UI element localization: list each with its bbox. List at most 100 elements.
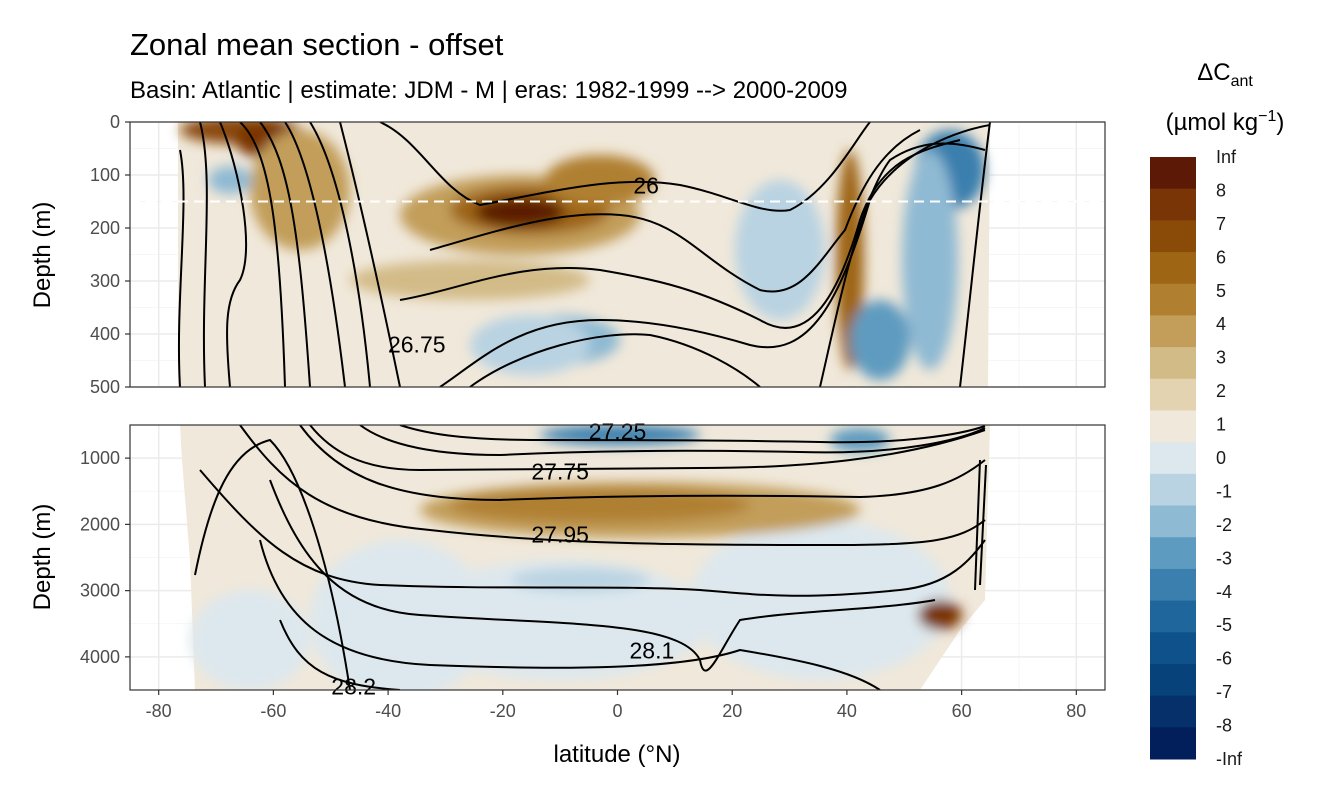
contour-line bbox=[974, 459, 981, 591]
contour-line bbox=[399, 425, 986, 444]
legend-label: -Inf bbox=[1216, 749, 1243, 769]
field-upper-blob bbox=[735, 180, 825, 320]
legend-label: 6 bbox=[1216, 247, 1226, 267]
legend-swatch bbox=[1150, 157, 1196, 190]
legend-swatch bbox=[1150, 410, 1196, 443]
field-lower bbox=[180, 425, 990, 690]
contour-line bbox=[269, 479, 936, 672]
y-tick-label: 500 bbox=[90, 377, 120, 397]
legend: ΔCant (µmol kg−1) Inf 8 7 6 5 4 3 2 1 0 -1 -2 -3 -4 -5… bbox=[1150, 59, 1284, 769]
legend-label: 7 bbox=[1216, 214, 1226, 234]
legend-labels: Inf 8 7 6 5 4 3 2 1 0 -1 -2 -3 -4 -5 -6 -7 -8 -Inf bbox=[1216, 147, 1243, 769]
contour-line bbox=[339, 122, 401, 387]
legend-label: -5 bbox=[1216, 615, 1232, 635]
contour-line bbox=[309, 122, 371, 387]
legend-swatch bbox=[1150, 347, 1196, 380]
contour-line bbox=[359, 425, 986, 457]
panel-upper: 26 26.75 0 100 200 300 400 500 bbox=[90, 112, 1106, 397]
legend-swatch bbox=[1150, 252, 1196, 285]
panel-upper-border bbox=[129, 121, 1106, 388]
legend-swatch bbox=[1150, 378, 1196, 411]
field-lower-blob bbox=[918, 600, 962, 630]
contour-line bbox=[379, 122, 871, 212]
legend-title: ΔCant bbox=[1197, 59, 1253, 90]
contour-label: 28.2 bbox=[331, 674, 376, 700]
legend-label: -7 bbox=[1216, 682, 1232, 702]
legend-swatch bbox=[1150, 632, 1196, 665]
contour-line bbox=[819, 142, 986, 387]
x-axis-title: latitude (°N) bbox=[554, 741, 681, 768]
contour-label: 26.75 bbox=[388, 332, 446, 358]
contour-line bbox=[259, 539, 881, 690]
contour-line bbox=[219, 122, 248, 387]
y-tick-label: 3000 bbox=[80, 581, 120, 601]
y-tick-label: 200 bbox=[90, 218, 120, 238]
contour-label: 28.1 bbox=[630, 637, 675, 663]
legend-swatch bbox=[1150, 505, 1196, 538]
contour-label: 26 bbox=[633, 173, 659, 199]
field-lower-blob bbox=[510, 568, 650, 592]
legend-swatch bbox=[1150, 537, 1196, 570]
contour-line bbox=[469, 333, 761, 387]
field-upper-blob bbox=[470, 315, 590, 375]
x-tick-label: -80 bbox=[146, 701, 172, 721]
field-lower-blob bbox=[450, 487, 750, 523]
legend-label: -8 bbox=[1216, 716, 1232, 736]
x-tick-label: 80 bbox=[1066, 701, 1086, 721]
legend-label: 2 bbox=[1216, 381, 1226, 401]
field-lower-blob bbox=[410, 560, 710, 680]
contours-lower bbox=[194, 425, 987, 690]
contour-label: 27.75 bbox=[531, 458, 589, 484]
legend-label: 1 bbox=[1216, 415, 1226, 435]
legend-label: 0 bbox=[1216, 448, 1226, 468]
y-tick-label: 1000 bbox=[80, 448, 120, 468]
legend-label: -6 bbox=[1216, 649, 1232, 669]
legend-label: 5 bbox=[1216, 281, 1226, 301]
field-upper-blob bbox=[250, 130, 350, 250]
legend-swatch bbox=[1150, 442, 1196, 475]
x-tick-label: 0 bbox=[612, 701, 622, 721]
legend-label: 8 bbox=[1216, 180, 1226, 200]
contour-line bbox=[259, 122, 311, 387]
legend-label: 3 bbox=[1216, 348, 1226, 368]
legend-swatch bbox=[1150, 283, 1196, 316]
contour-line bbox=[199, 469, 986, 597]
contour-line bbox=[177, 149, 185, 387]
legend-swatch bbox=[1150, 568, 1196, 602]
legend-swatch bbox=[1150, 473, 1196, 507]
chart-title: Zonal mean section - offset bbox=[130, 27, 504, 62]
y-axis-upper: 0 100 200 300 400 500 bbox=[90, 112, 130, 397]
y-axis-lower: 1000 2000 3000 4000 bbox=[80, 448, 130, 667]
contour-line bbox=[194, 438, 351, 690]
y-tick-label: 100 bbox=[90, 165, 120, 185]
x-tick-label: 60 bbox=[952, 701, 972, 721]
y-tick-label: 4000 bbox=[80, 647, 120, 667]
x-tick-label: 40 bbox=[837, 701, 857, 721]
y-axis-title-lower: Depth (m) bbox=[29, 504, 56, 611]
legend-colorbar bbox=[1150, 157, 1196, 760]
legend-label: -2 bbox=[1216, 515, 1232, 535]
contour-label: 27.25 bbox=[589, 419, 647, 445]
contour-line bbox=[299, 425, 986, 502]
legend-swatch bbox=[1150, 600, 1196, 633]
legend-label: Inf bbox=[1216, 147, 1237, 167]
y-tick-label: 400 bbox=[90, 324, 120, 344]
field-upper-blob bbox=[208, 166, 252, 194]
y-tick-label: 2000 bbox=[80, 514, 120, 534]
contour-line bbox=[239, 425, 986, 547]
legend-unit: (µmol kg−1) bbox=[1166, 108, 1285, 136]
contour-line bbox=[439, 124, 991, 387]
x-tick-label: -20 bbox=[490, 701, 516, 721]
contour-line bbox=[239, 122, 286, 387]
legend-swatch bbox=[1150, 220, 1196, 253]
contour-line bbox=[284, 122, 346, 387]
field-lower-blob bbox=[690, 520, 950, 680]
contour-line bbox=[279, 619, 401, 690]
contour-line bbox=[979, 464, 987, 586]
contour-label: 27.95 bbox=[531, 521, 589, 547]
field-lower-blob bbox=[830, 428, 890, 452]
legend-label: 4 bbox=[1216, 314, 1226, 334]
field-upper-blob bbox=[545, 155, 655, 205]
legend-swatch bbox=[1150, 315, 1196, 348]
